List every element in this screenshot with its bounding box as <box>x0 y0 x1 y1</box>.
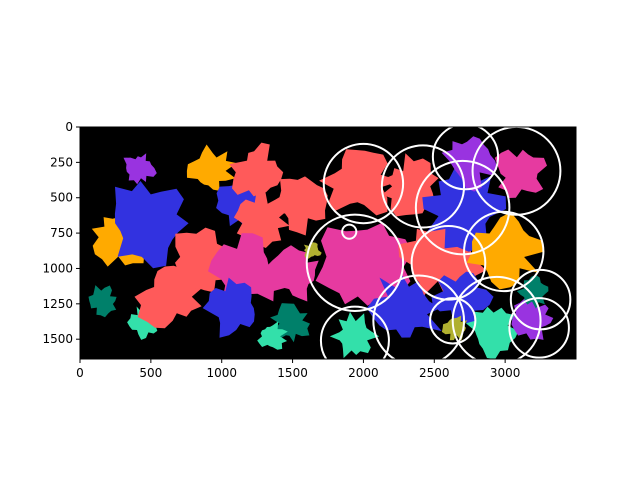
detection-circle <box>319 305 390 359</box>
y-axis: 0 250 500 750 1000 1250 1500 <box>42 120 80 346</box>
detection-circle <box>410 224 487 301</box>
plot-frame <box>79 126 577 360</box>
detection-circle <box>322 142 405 225</box>
region-blob <box>511 295 554 340</box>
y-tick-label: 250 <box>50 155 73 169</box>
region-blob <box>319 149 401 216</box>
detection-circles <box>305 127 572 359</box>
region-blob <box>257 321 288 350</box>
y-tick-label: 0 <box>65 120 73 134</box>
y-tick-label: 1500 <box>42 332 73 346</box>
y-tick-label: 1250 <box>42 297 73 311</box>
detection-circle <box>305 213 405 312</box>
detection-circle <box>429 297 477 345</box>
detection-circle <box>451 275 542 359</box>
y-tick-label: 500 <box>50 191 73 205</box>
detection-circle <box>341 223 358 240</box>
y-tick-label: 1000 <box>42 261 73 275</box>
detection-circle <box>463 210 545 293</box>
region-blob <box>494 149 547 198</box>
region-blob <box>229 142 284 197</box>
x-tick-label: 3000 <box>490 366 521 380</box>
region-blob <box>186 144 237 191</box>
x-axis: 0 500 1000 1500 2000 2500 3000 <box>76 359 520 380</box>
region-blob <box>269 176 328 236</box>
region-blob <box>329 311 380 359</box>
x-tick-label: 2000 <box>348 366 379 380</box>
region-blob <box>466 212 545 290</box>
region-blob <box>465 306 519 359</box>
region-blob <box>266 245 319 302</box>
detection-circle <box>431 127 500 191</box>
detection-circle <box>414 159 511 256</box>
region-blob <box>114 181 189 269</box>
region-blob <box>422 165 507 252</box>
region-blob <box>123 153 157 185</box>
region-blob <box>441 136 498 192</box>
region-blob <box>516 274 549 309</box>
x-tick-label: 0 <box>76 366 84 380</box>
x-tick-label: 500 <box>139 366 162 380</box>
detection-circle <box>380 144 466 229</box>
x-tick-label: 1000 <box>206 366 237 380</box>
region-blob <box>202 277 255 338</box>
segmentation-regions <box>88 136 554 359</box>
region-blob <box>88 285 117 318</box>
y-tick-label: 750 <box>50 226 73 240</box>
x-tick-label: 1500 <box>277 366 308 380</box>
detection-circle <box>509 268 572 331</box>
detection-circle <box>508 297 570 359</box>
detection-circle <box>372 274 466 359</box>
x-tick-label: 2500 <box>419 366 450 380</box>
region-blob <box>441 315 468 341</box>
